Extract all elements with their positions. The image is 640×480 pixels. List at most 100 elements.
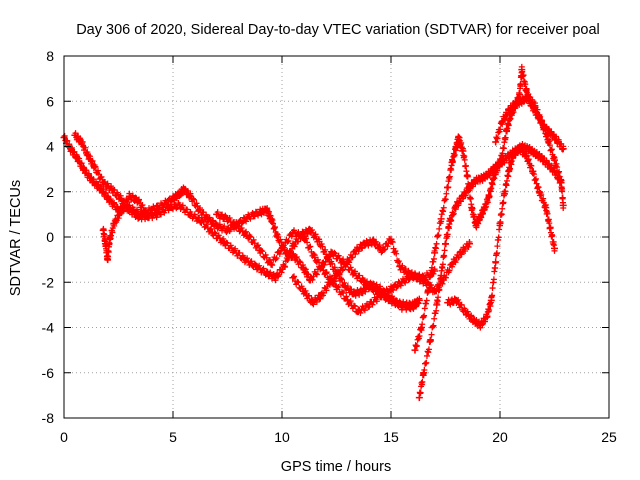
- data-point: [489, 174, 497, 182]
- x-tick-label: 5: [169, 429, 177, 445]
- data-point: [524, 93, 532, 101]
- data-point: [278, 244, 286, 252]
- data-point: [224, 215, 231, 223]
- data-point: [324, 253, 332, 261]
- data-point: [546, 224, 554, 232]
- data-point: [404, 269, 412, 277]
- x-tick-label: 20: [492, 429, 508, 445]
- x-tick-label: 15: [383, 429, 399, 445]
- data-point: [522, 152, 530, 160]
- data-point: [542, 204, 550, 212]
- x-tick-label: 0: [60, 429, 68, 445]
- data-point: [86, 174, 94, 182]
- data-point: [544, 136, 552, 144]
- data-point: [300, 233, 308, 241]
- data-point: [271, 274, 279, 282]
- data-point: [483, 312, 491, 320]
- data-point: [444, 299, 452, 307]
- data-point: [335, 269, 343, 277]
- data-point: [245, 233, 253, 241]
- data-point: [503, 127, 511, 135]
- data-point: [224, 226, 231, 234]
- y-tick-label: -2: [42, 274, 55, 290]
- data-point: [422, 278, 430, 286]
- data-point: [77, 138, 85, 146]
- data-point: [274, 233, 282, 241]
- data-point: [431, 287, 439, 295]
- data-point: [176, 190, 184, 198]
- data-point: [204, 215, 212, 223]
- data-point: [311, 253, 319, 261]
- x-tick-label: 10: [274, 429, 290, 445]
- data-point: [367, 281, 375, 289]
- data-point: [492, 258, 500, 266]
- data-point: [476, 321, 484, 329]
- data-point: [518, 66, 526, 74]
- data-point: [531, 102, 539, 110]
- data-point: [455, 133, 463, 141]
- y-tick-label: 8: [46, 48, 54, 64]
- data-point: [186, 192, 194, 200]
- axis-ticks: 0 5 10 15 20 25 -8 -6 -4 -2 0 2 4 6 8: [42, 48, 617, 445]
- data-point: [263, 206, 271, 214]
- data-point: [537, 154, 545, 162]
- data-points: [60, 63, 567, 402]
- data-point: [256, 247, 264, 255]
- data-point: [516, 145, 524, 153]
- data-point: [448, 260, 456, 268]
- data-point: [213, 222, 221, 230]
- data-point: [326, 278, 334, 286]
- data-point: [93, 181, 101, 189]
- data-point: [494, 163, 502, 171]
- data-point: [99, 188, 107, 196]
- data-point: [465, 240, 473, 248]
- data-point: [197, 217, 205, 225]
- data-point: [487, 296, 495, 304]
- data-point: [99, 226, 107, 234]
- data-point: [387, 285, 395, 293]
- data-point: [359, 287, 367, 295]
- data-point: [378, 247, 386, 255]
- data-point: [387, 294, 395, 302]
- data-point: [418, 324, 426, 331]
- data-point: [186, 210, 194, 218]
- data-point: [322, 269, 330, 277]
- data-point: [317, 292, 325, 300]
- data-point: [143, 210, 151, 218]
- series-track-b: [71, 130, 423, 313]
- data-point: [219, 238, 227, 246]
- y-tick-label: 2: [46, 184, 54, 200]
- data-point: [134, 213, 142, 221]
- data-point: [280, 262, 288, 270]
- data-point: [500, 190, 508, 198]
- data-point: [241, 256, 249, 264]
- data-point: [306, 226, 314, 234]
- data-point: [431, 249, 439, 257]
- data-point: [306, 276, 314, 284]
- data-point: [365, 301, 373, 309]
- data-point: [481, 204, 489, 212]
- data-point: [328, 249, 336, 257]
- data-point: [553, 136, 561, 144]
- data-point: [448, 158, 456, 166]
- y-tick-label: 6: [46, 93, 54, 109]
- grid: [64, 56, 609, 418]
- data-point: [492, 138, 500, 146]
- data-point: [437, 271, 445, 279]
- data-point: [80, 165, 88, 173]
- data-point: [557, 176, 565, 184]
- data-point: [461, 308, 469, 316]
- y-tick-label: -8: [42, 410, 55, 426]
- data-point: [291, 253, 299, 261]
- data-point: [522, 86, 530, 94]
- data-point: [468, 204, 476, 212]
- data-point: [343, 258, 351, 266]
- data-point: [442, 240, 449, 248]
- data-point: [509, 152, 517, 160]
- data-point: [245, 213, 253, 221]
- data-point: [496, 219, 504, 227]
- data-point: [289, 228, 297, 236]
- y-axis-label: SDTVAR / TECUs: [8, 180, 24, 296]
- data-point: [256, 208, 264, 216]
- data-point: [106, 235, 114, 243]
